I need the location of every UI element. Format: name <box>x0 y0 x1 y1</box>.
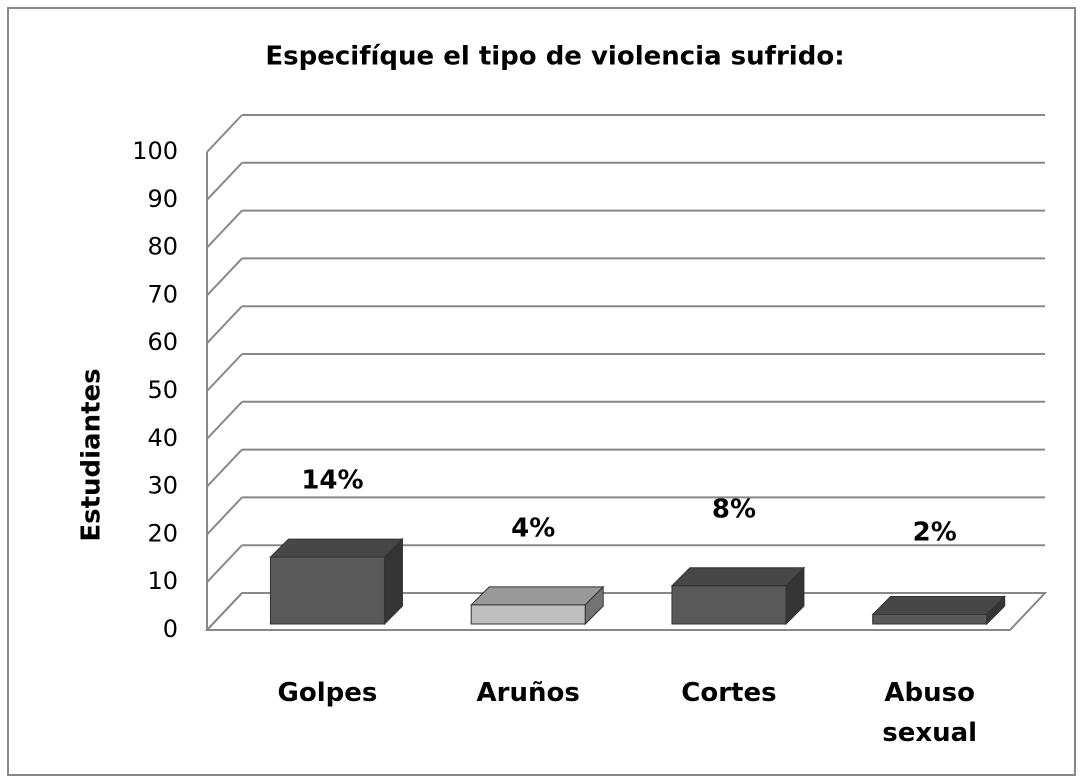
y-tick-label: 100 <box>132 137 178 165</box>
x-tick-label: Cortes <box>681 678 777 708</box>
y-axis-title: Estudiantes <box>77 368 107 541</box>
x-tick-label: Golpes <box>277 678 378 708</box>
y-tick-label: 60 <box>147 328 178 356</box>
data-label: 14% <box>301 466 363 496</box>
y-tick-label: 70 <box>147 280 178 308</box>
x-tick-label: Abuso sexual <box>882 678 978 748</box>
bar-front <box>872 613 988 625</box>
bar <box>469 585 605 626</box>
y-tick-label: 80 <box>147 233 178 261</box>
data-label: 4% <box>511 513 555 543</box>
y-tick-label: 30 <box>147 472 178 500</box>
y-tick-label: 90 <box>147 185 178 213</box>
chart-border <box>7 7 1076 776</box>
bar <box>670 566 806 626</box>
y-tick-label: 10 <box>147 567 178 595</box>
bar <box>269 537 404 626</box>
y-tick-label: 20 <box>147 519 178 547</box>
grid-line-side <box>206 305 243 344</box>
data-label: 8% <box>712 494 756 524</box>
bar-top <box>670 567 806 587</box>
grid-line-side <box>206 496 243 536</box>
bar-front <box>470 604 586 625</box>
grid-line-side <box>206 353 243 392</box>
bar <box>871 595 1006 626</box>
bar-front <box>269 556 385 625</box>
grid-line-side <box>206 448 243 488</box>
grid-line-side <box>206 114 243 153</box>
chart-title: Especifíque el tipo de violencia sufrido… <box>265 42 844 72</box>
grid-line-side <box>206 592 243 631</box>
bar-top <box>269 538 404 558</box>
grid-line-side <box>206 257 243 297</box>
bar-top <box>469 586 605 606</box>
bar-top <box>871 595 1006 615</box>
y-tick-label: 50 <box>147 376 178 404</box>
grid-line-side <box>206 544 243 583</box>
grid-line-side <box>206 209 243 249</box>
data-label: 2% <box>913 518 957 548</box>
grid-line-side <box>206 162 243 201</box>
grid-line-side <box>206 401 243 440</box>
bar-front <box>671 585 787 625</box>
y-tick-label: 40 <box>147 424 178 452</box>
y-tick-label: 0 <box>163 615 178 643</box>
x-tick-label: Aruños <box>476 678 580 708</box>
